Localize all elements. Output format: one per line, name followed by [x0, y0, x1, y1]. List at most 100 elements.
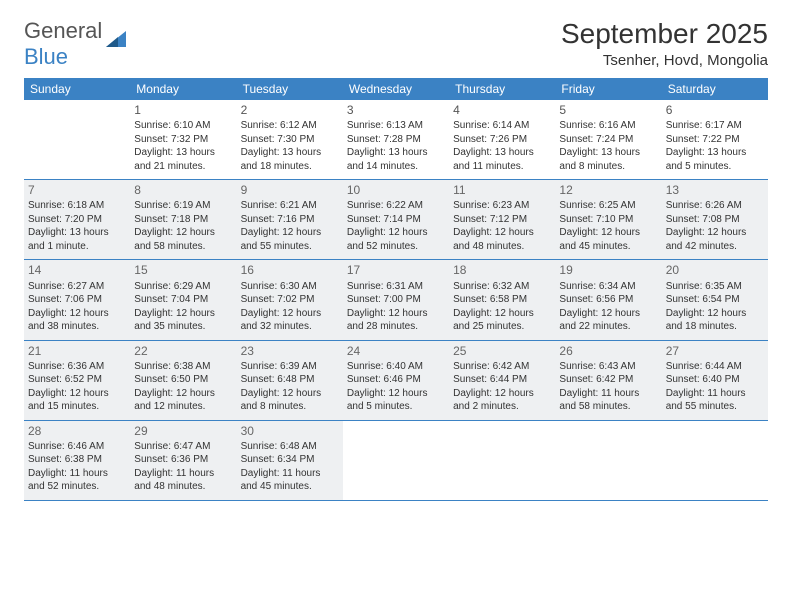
- day-cell: 8Sunrise: 6:19 AMSunset: 7:18 PMDaylight…: [130, 180, 236, 259]
- day1-text: Daylight: 11 hours: [559, 387, 657, 401]
- day-number: 27: [666, 343, 764, 359]
- day2-text: and 12 minutes.: [134, 400, 232, 414]
- day1-text: Daylight: 12 hours: [453, 226, 551, 240]
- sunset-text: Sunset: 6:50 PM: [134, 373, 232, 387]
- day-number: 4: [453, 102, 551, 118]
- sunset-text: Sunset: 7:22 PM: [666, 133, 764, 147]
- day1-text: Daylight: 13 hours: [28, 226, 126, 240]
- day-cell: 21Sunrise: 6:36 AMSunset: 6:52 PMDayligh…: [24, 341, 130, 420]
- sunset-text: Sunset: 7:30 PM: [241, 133, 339, 147]
- day1-text: Daylight: 12 hours: [241, 307, 339, 321]
- sunset-text: Sunset: 6:38 PM: [28, 453, 126, 467]
- day-cell: 25Sunrise: 6:42 AMSunset: 6:44 PMDayligh…: [449, 341, 555, 420]
- sunrise-text: Sunrise: 6:16 AM: [559, 119, 657, 133]
- day-number: 8: [134, 182, 232, 198]
- day-header: Tuesday: [237, 78, 343, 100]
- sunset-text: Sunset: 7:20 PM: [28, 213, 126, 227]
- day2-text: and 58 minutes.: [134, 240, 232, 254]
- sunrise-text: Sunrise: 6:18 AM: [28, 199, 126, 213]
- day2-text: and 5 minutes.: [347, 400, 445, 414]
- sunset-text: Sunset: 7:18 PM: [134, 213, 232, 227]
- day-cell: 12Sunrise: 6:25 AMSunset: 7:10 PMDayligh…: [555, 180, 661, 259]
- header: General Blue September 2025 Tsenher, Hov…: [24, 18, 768, 70]
- day2-text: and 14 minutes.: [347, 160, 445, 174]
- day2-text: and 42 minutes.: [666, 240, 764, 254]
- sunrise-text: Sunrise: 6:17 AM: [666, 119, 764, 133]
- sunset-text: Sunset: 7:00 PM: [347, 293, 445, 307]
- day1-text: Daylight: 12 hours: [453, 387, 551, 401]
- sunrise-text: Sunrise: 6:13 AM: [347, 119, 445, 133]
- sunset-text: Sunset: 7:12 PM: [453, 213, 551, 227]
- sunrise-text: Sunrise: 6:27 AM: [28, 280, 126, 294]
- sunset-text: Sunset: 7:08 PM: [666, 213, 764, 227]
- week-row: 14Sunrise: 6:27 AMSunset: 7:06 PMDayligh…: [24, 260, 768, 340]
- day1-text: Daylight: 12 hours: [666, 226, 764, 240]
- sunset-text: Sunset: 6:34 PM: [241, 453, 339, 467]
- sunrise-text: Sunrise: 6:12 AM: [241, 119, 339, 133]
- day2-text: and 8 minutes.: [241, 400, 339, 414]
- day-number: 21: [28, 343, 126, 359]
- day1-text: Daylight: 12 hours: [241, 387, 339, 401]
- day-header-row: SundayMondayTuesdayWednesdayThursdayFrid…: [24, 78, 768, 100]
- day-number: 7: [28, 182, 126, 198]
- sunrise-text: Sunrise: 6:38 AM: [134, 360, 232, 374]
- day2-text: and 45 minutes.: [559, 240, 657, 254]
- day-cell: 27Sunrise: 6:44 AMSunset: 6:40 PMDayligh…: [662, 341, 768, 420]
- day-number: 10: [347, 182, 445, 198]
- sunrise-text: Sunrise: 6:29 AM: [134, 280, 232, 294]
- day2-text: and 48 minutes.: [134, 480, 232, 494]
- day2-text: and 45 minutes.: [241, 480, 339, 494]
- logo-text-1: General: [24, 18, 102, 43]
- day1-text: Daylight: 12 hours: [28, 387, 126, 401]
- day2-text: and 18 minutes.: [666, 320, 764, 334]
- day-number: 30: [241, 423, 339, 439]
- day2-text: and 52 minutes.: [28, 480, 126, 494]
- sunset-text: Sunset: 7:28 PM: [347, 133, 445, 147]
- day-cell: 30Sunrise: 6:48 AMSunset: 6:34 PMDayligh…: [237, 421, 343, 500]
- day1-text: Daylight: 13 hours: [453, 146, 551, 160]
- sunrise-text: Sunrise: 6:22 AM: [347, 199, 445, 213]
- day2-text: and 38 minutes.: [28, 320, 126, 334]
- day2-text: and 11 minutes.: [453, 160, 551, 174]
- day-number: 14: [28, 262, 126, 278]
- day-cell: 4Sunrise: 6:14 AMSunset: 7:26 PMDaylight…: [449, 100, 555, 179]
- sunset-text: Sunset: 6:56 PM: [559, 293, 657, 307]
- day1-text: Daylight: 12 hours: [559, 226, 657, 240]
- day-number: 29: [134, 423, 232, 439]
- day-cell: 19Sunrise: 6:34 AMSunset: 6:56 PMDayligh…: [555, 260, 661, 339]
- day-number: 1: [134, 102, 232, 118]
- calendar: SundayMondayTuesdayWednesdayThursdayFrid…: [24, 78, 768, 501]
- day-number: 28: [28, 423, 126, 439]
- empty-cell: [449, 421, 555, 500]
- sunset-text: Sunset: 7:24 PM: [559, 133, 657, 147]
- day-cell: 13Sunrise: 6:26 AMSunset: 7:08 PMDayligh…: [662, 180, 768, 259]
- day-header: Thursday: [449, 78, 555, 100]
- sunset-text: Sunset: 7:32 PM: [134, 133, 232, 147]
- day2-text: and 5 minutes.: [666, 160, 764, 174]
- sunrise-text: Sunrise: 6:26 AM: [666, 199, 764, 213]
- sunrise-text: Sunrise: 6:31 AM: [347, 280, 445, 294]
- day-cell: 3Sunrise: 6:13 AMSunset: 7:28 PMDaylight…: [343, 100, 449, 179]
- day-number: 13: [666, 182, 764, 198]
- day1-text: Daylight: 11 hours: [666, 387, 764, 401]
- logo-text-2: Blue: [24, 44, 68, 69]
- day1-text: Daylight: 12 hours: [347, 387, 445, 401]
- day2-text: and 28 minutes.: [347, 320, 445, 334]
- day-header: Wednesday: [343, 78, 449, 100]
- sunset-text: Sunset: 7:02 PM: [241, 293, 339, 307]
- day-number: 25: [453, 343, 551, 359]
- sunrise-text: Sunrise: 6:10 AM: [134, 119, 232, 133]
- day-cell: 5Sunrise: 6:16 AMSunset: 7:24 PMDaylight…: [555, 100, 661, 179]
- title-block: September 2025 Tsenher, Hovd, Mongolia: [561, 18, 768, 69]
- day-cell: 22Sunrise: 6:38 AMSunset: 6:50 PMDayligh…: [130, 341, 236, 420]
- sunset-text: Sunset: 6:58 PM: [453, 293, 551, 307]
- day1-text: Daylight: 12 hours: [666, 307, 764, 321]
- sunset-text: Sunset: 6:54 PM: [666, 293, 764, 307]
- day-number: 20: [666, 262, 764, 278]
- sunset-text: Sunset: 6:36 PM: [134, 453, 232, 467]
- day1-text: Daylight: 13 hours: [666, 146, 764, 160]
- day2-text: and 32 minutes.: [241, 320, 339, 334]
- day1-text: Daylight: 12 hours: [347, 307, 445, 321]
- day-number: 23: [241, 343, 339, 359]
- day1-text: Daylight: 12 hours: [134, 226, 232, 240]
